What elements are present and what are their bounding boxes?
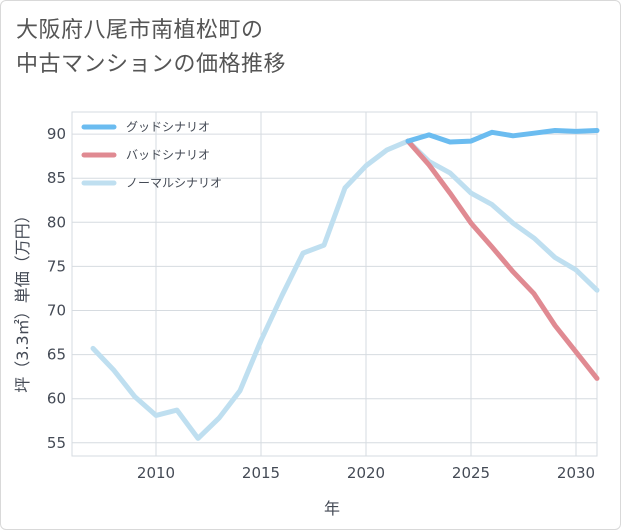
- series-line-bad: [405, 138, 600, 381]
- y-tick-label: 65: [47, 346, 66, 364]
- y-tick-label: 75: [47, 257, 66, 275]
- y-tick-label: 55: [47, 434, 66, 452]
- y-axis-title: 坪（3.3㎡）単価（万円）: [13, 207, 32, 392]
- x-tick-label: 2030: [557, 464, 595, 482]
- y-tick-labels: 55 60 65 70 75 80 85 90: [47, 125, 66, 452]
- legend-label: グッドシナリオ: [126, 120, 210, 134]
- chart-title: 大阪府八尾市南植松町の 中古マンションの価格推移: [16, 18, 287, 77]
- legend-label: バッドシナリオ: [126, 148, 210, 162]
- x-tick-label: 2010: [137, 464, 175, 482]
- legend-label: ノーマルシナリオ: [126, 176, 222, 190]
- y-tick-label: 70: [47, 302, 66, 320]
- x-axis-title: 年: [324, 499, 340, 518]
- y-tick-label: 60: [47, 390, 66, 408]
- series-line-normal: [90, 138, 600, 441]
- x-tick-label: 2025: [452, 464, 490, 482]
- series-line-good: [405, 128, 600, 145]
- plot-area: [71, 111, 598, 457]
- y-tick-label: 85: [47, 169, 66, 187]
- x-tick-labels: 2010 2015 2020 2025 2030: [137, 464, 595, 482]
- series-lines: [90, 128, 600, 441]
- y-tick-label: 90: [47, 125, 66, 143]
- y-tick-label: 80: [47, 213, 66, 231]
- x-tick-label: 2015: [242, 464, 280, 482]
- x-tick-label: 2020: [347, 464, 385, 482]
